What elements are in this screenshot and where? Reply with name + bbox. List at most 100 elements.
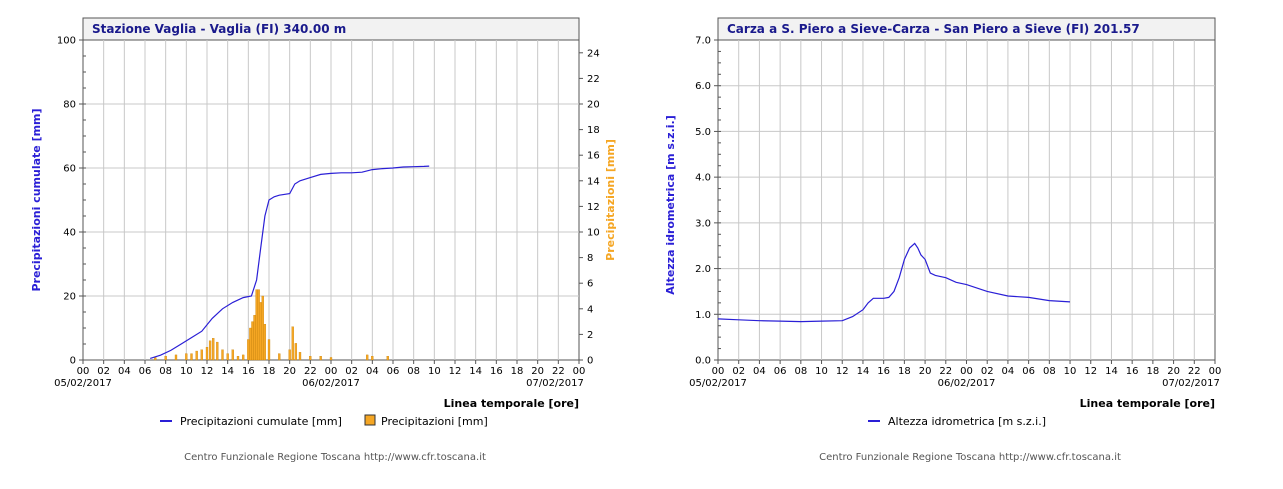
x-tick-label: 12 <box>201 366 214 377</box>
y-tick-label: 0.0 <box>695 356 711 367</box>
x-date-label: 05/02/2017 <box>689 378 747 389</box>
y-right-tick-label: 14 <box>587 176 600 187</box>
x-tick-label: 06 <box>1022 366 1035 377</box>
x-tick-label: 20 <box>919 366 932 377</box>
chart-rain-title: Stazione Vaglia - Vaglia (FI) 340.00 m <box>92 22 346 36</box>
rain-bar <box>291 326 294 361</box>
y-right-tick-label: 18 <box>587 125 600 136</box>
chart-rain-y-ticks: 0 20 40 60 80 100 <box>57 36 83 367</box>
rain-bar <box>195 350 198 361</box>
x-tick-label: 14 <box>1105 366 1118 377</box>
chart-level-title: Carza a S. Piero a Sieve-Carza - San Pie… <box>727 22 1140 36</box>
legend-label-level: Altezza idrometrica [m s.z.i.] <box>888 415 1046 428</box>
rain-bar <box>164 356 167 361</box>
x-tick-label: 06 <box>774 366 787 377</box>
rain-bar <box>259 302 262 361</box>
x-date-label: 06/02/2017 <box>938 378 996 389</box>
x-tick-label: 08 <box>794 366 807 377</box>
x-date-label: 07/02/2017 <box>526 378 584 389</box>
rain-bar <box>221 349 224 361</box>
y-right-tick-label: 8 <box>587 253 593 264</box>
x-tick-label: 12 <box>1084 366 1097 377</box>
x-tick-label: 16 <box>242 366 255 377</box>
y-right-tick-label: 16 <box>587 151 600 162</box>
chart-level-x-ticks: 00 02 04 06 08 10 12 14 16 18 20 22 00 02 04 06 08 10 12 14… <box>689 360 1221 389</box>
legend-label-cumulative: Precipitazioni cumulate [mm] <box>180 415 342 428</box>
x-tick-label: 00 <box>1209 366 1222 377</box>
x-tick-label: 14 <box>857 366 870 377</box>
x-tick-label: 16 <box>877 366 890 377</box>
x-tick-label: 22 <box>1188 366 1201 377</box>
x-date-label: 07/02/2017 <box>1162 378 1220 389</box>
chart-level-legend: Altezza idrometrica [m s.z.i.] <box>868 415 1046 428</box>
legend-swatch-bars <box>364 414 376 426</box>
rain-bar <box>261 295 264 361</box>
rain-bar <box>329 357 333 361</box>
x-tick-label: 10 <box>1064 366 1077 377</box>
x-tick-label: 14 <box>221 366 234 377</box>
rain-bar <box>319 356 322 361</box>
rain-bar <box>216 341 219 361</box>
chart-rain-bars <box>154 289 389 361</box>
x-tick-label: 16 <box>490 366 503 377</box>
rain-bar <box>242 354 245 361</box>
x-tick-label: 06 <box>387 366 400 377</box>
x-tick-label: 00 <box>325 366 338 377</box>
y-right-tick-label: 0 <box>587 356 593 367</box>
rain-bar <box>205 347 209 361</box>
y-tick-label: 20 <box>63 292 76 303</box>
x-tick-label: 10 <box>815 366 828 377</box>
x-tick-label: 08 <box>407 366 420 377</box>
rain-bar <box>371 356 374 361</box>
x-tick-label: 02 <box>97 366 110 377</box>
chart-level-line <box>717 242 1071 323</box>
y-tick-label: 5.0 <box>695 127 711 138</box>
y-tick-label: 4.0 <box>695 173 711 184</box>
chart-rain-x-ticks: 00 02 04 06 08 10 12 14 16 18 20 22 00 02 04 06 08 10 12 14… <box>54 360 585 389</box>
x-tick-label: 00 <box>77 366 90 377</box>
x-tick-label: 02 <box>732 366 745 377</box>
x-tick-label: 20 <box>531 366 544 377</box>
rain-bar <box>247 339 250 361</box>
rain-bar <box>309 356 312 361</box>
y-tick-label: 2.0 <box>695 264 711 275</box>
x-tick-label: 10 <box>428 366 441 377</box>
rain-bar <box>249 327 252 361</box>
rain-bar <box>267 339 271 361</box>
rain-bar <box>278 353 281 361</box>
x-tick-label: 02 <box>981 366 994 377</box>
y-right-tick-label: 22 <box>587 74 600 85</box>
chart-rain-legend: Precipitazioni cumulate [mm] Precipitazi… <box>160 414 488 428</box>
rain-bar <box>212 338 215 361</box>
y-tick-label: 7.0 <box>695 36 711 47</box>
y-right-tick-label: 4 <box>587 304 593 315</box>
y-right-tick-label: 10 <box>587 228 600 239</box>
x-tick-label: 18 <box>898 366 911 377</box>
rain-bar <box>255 289 258 361</box>
y-right-tick-label: 12 <box>587 202 600 213</box>
y-tick-label: 0 <box>70 356 76 367</box>
rain-bar <box>366 354 369 361</box>
x-date-label: 06/02/2017 <box>302 378 360 389</box>
chart-rain-x-axis-label: Linea temporale [ore] <box>444 397 579 410</box>
x-tick-label: 00 <box>712 366 725 377</box>
x-tick-label: 10 <box>180 366 193 377</box>
x-tick-label: 08 <box>159 366 172 377</box>
rain-bar <box>174 354 178 361</box>
x-tick-label: 20 <box>283 366 296 377</box>
x-tick-label: 08 <box>1043 366 1056 377</box>
y-tick-label: 60 <box>63 164 76 175</box>
x-tick-label: 16 <box>1126 366 1139 377</box>
x-tick-label: 20 <box>1167 366 1180 377</box>
x-tick-label: 04 <box>118 366 131 377</box>
rain-bar <box>257 289 260 361</box>
y-tick-label: 100 <box>57 36 76 47</box>
rain-bar <box>298 352 302 361</box>
rain-bar <box>386 356 389 361</box>
chart-level-x-axis-label: Linea temporale [ore] <box>1080 397 1215 410</box>
x-tick-label: 18 <box>1147 366 1160 377</box>
x-tick-label: 02 <box>345 366 358 377</box>
chart-rain: Stazione Vaglia - Vaglia (FI) 340.00 m 0… <box>30 17 617 463</box>
